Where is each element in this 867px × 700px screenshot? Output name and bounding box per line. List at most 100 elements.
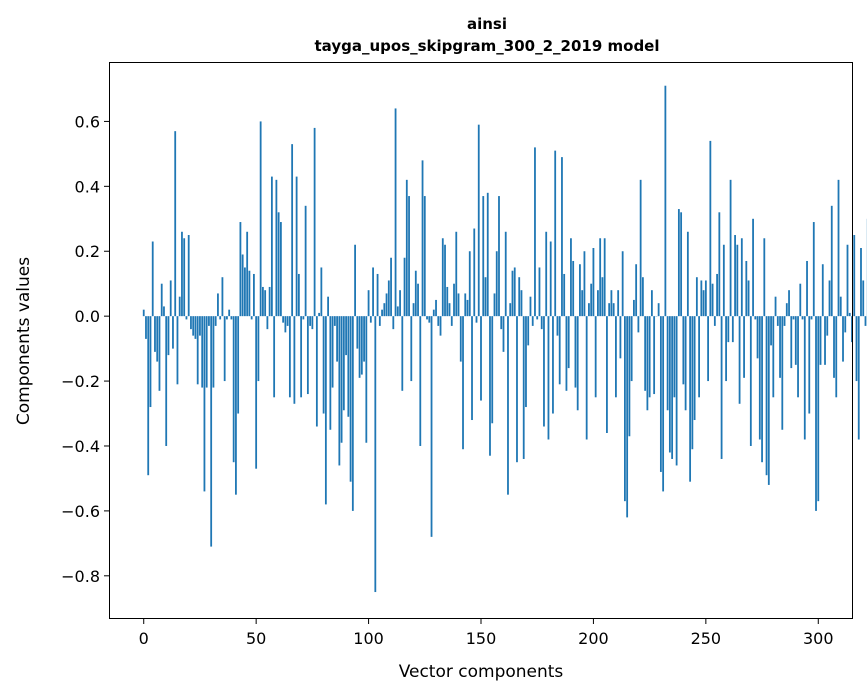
bar (786, 303, 788, 316)
bar (595, 316, 597, 397)
bar (797, 316, 799, 397)
bar (530, 297, 532, 316)
bar (757, 316, 759, 358)
bar (379, 316, 381, 326)
bar (302, 316, 304, 319)
bar (190, 316, 192, 329)
bar (374, 316, 376, 592)
x-tick-label: 0 (139, 629, 149, 648)
bar (269, 287, 271, 316)
bar (586, 316, 588, 439)
bar (820, 316, 822, 365)
bar (354, 245, 356, 316)
bar (637, 316, 639, 332)
bar (181, 232, 183, 316)
bar (352, 316, 354, 511)
bar (264, 290, 266, 316)
bar (174, 131, 176, 316)
bar (419, 316, 421, 446)
bar (608, 303, 610, 316)
bar (847, 245, 849, 316)
bar (833, 316, 835, 378)
bar (359, 316, 361, 378)
bar (804, 316, 806, 439)
bar (240, 222, 242, 316)
bar (577, 316, 579, 410)
bar (543, 316, 545, 426)
bar (453, 284, 455, 316)
x-tick-label: 100 (353, 629, 384, 648)
bar (273, 316, 275, 397)
bar (590, 284, 592, 316)
bar (368, 290, 370, 316)
bar (195, 316, 197, 339)
bar (777, 316, 779, 326)
bar (275, 180, 277, 316)
bar (345, 316, 347, 355)
bar (707, 316, 709, 381)
bar (435, 300, 437, 316)
bar (723, 245, 725, 316)
bar (568, 316, 570, 368)
bar (188, 235, 190, 316)
bar (617, 290, 619, 316)
bar (365, 316, 367, 443)
bar (840, 297, 842, 316)
bar (817, 316, 819, 501)
bar (201, 316, 203, 387)
bar (581, 290, 583, 316)
bar (197, 316, 199, 384)
bar (865, 316, 867, 326)
bar (662, 316, 664, 491)
bar (426, 316, 428, 319)
bar (372, 267, 374, 316)
bar (624, 316, 626, 501)
bar (179, 297, 181, 316)
x-tick-label: 50 (246, 629, 266, 648)
bar (462, 316, 464, 449)
bar (237, 316, 239, 413)
bar (494, 293, 496, 316)
bar (449, 303, 451, 316)
bar (766, 316, 768, 475)
bar (811, 316, 813, 319)
bar (491, 316, 493, 423)
bar (660, 316, 662, 472)
bar (714, 316, 716, 326)
bar (433, 310, 435, 316)
bar (523, 316, 525, 459)
bar (260, 121, 262, 316)
bar (775, 297, 777, 316)
bar (629, 316, 631, 436)
bar (759, 316, 761, 439)
bar (336, 316, 338, 361)
bar (599, 238, 601, 316)
bar (853, 235, 855, 316)
bar (460, 316, 462, 361)
bar (678, 209, 680, 316)
bar (388, 280, 390, 316)
bar (183, 238, 185, 316)
bar (289, 316, 291, 397)
bar (231, 316, 233, 319)
bar (712, 284, 714, 316)
bar (554, 151, 556, 317)
bar (611, 290, 613, 316)
bar (790, 316, 792, 368)
y-axis-label: Components values (14, 257, 34, 425)
bar (698, 316, 700, 397)
bar (399, 290, 401, 316)
bar (622, 251, 624, 316)
bar (363, 316, 365, 361)
bar (343, 316, 345, 410)
chart-subtitle: tayga_upos_skipgram_300_2_2019 model (315, 37, 660, 55)
bar (253, 274, 255, 316)
bar (534, 147, 536, 316)
bar (251, 316, 253, 319)
bar (244, 267, 246, 316)
bar (222, 277, 224, 316)
bar (271, 177, 273, 317)
y-tick-label: 0.2 (75, 242, 100, 261)
x-tick-label: 200 (578, 629, 609, 648)
